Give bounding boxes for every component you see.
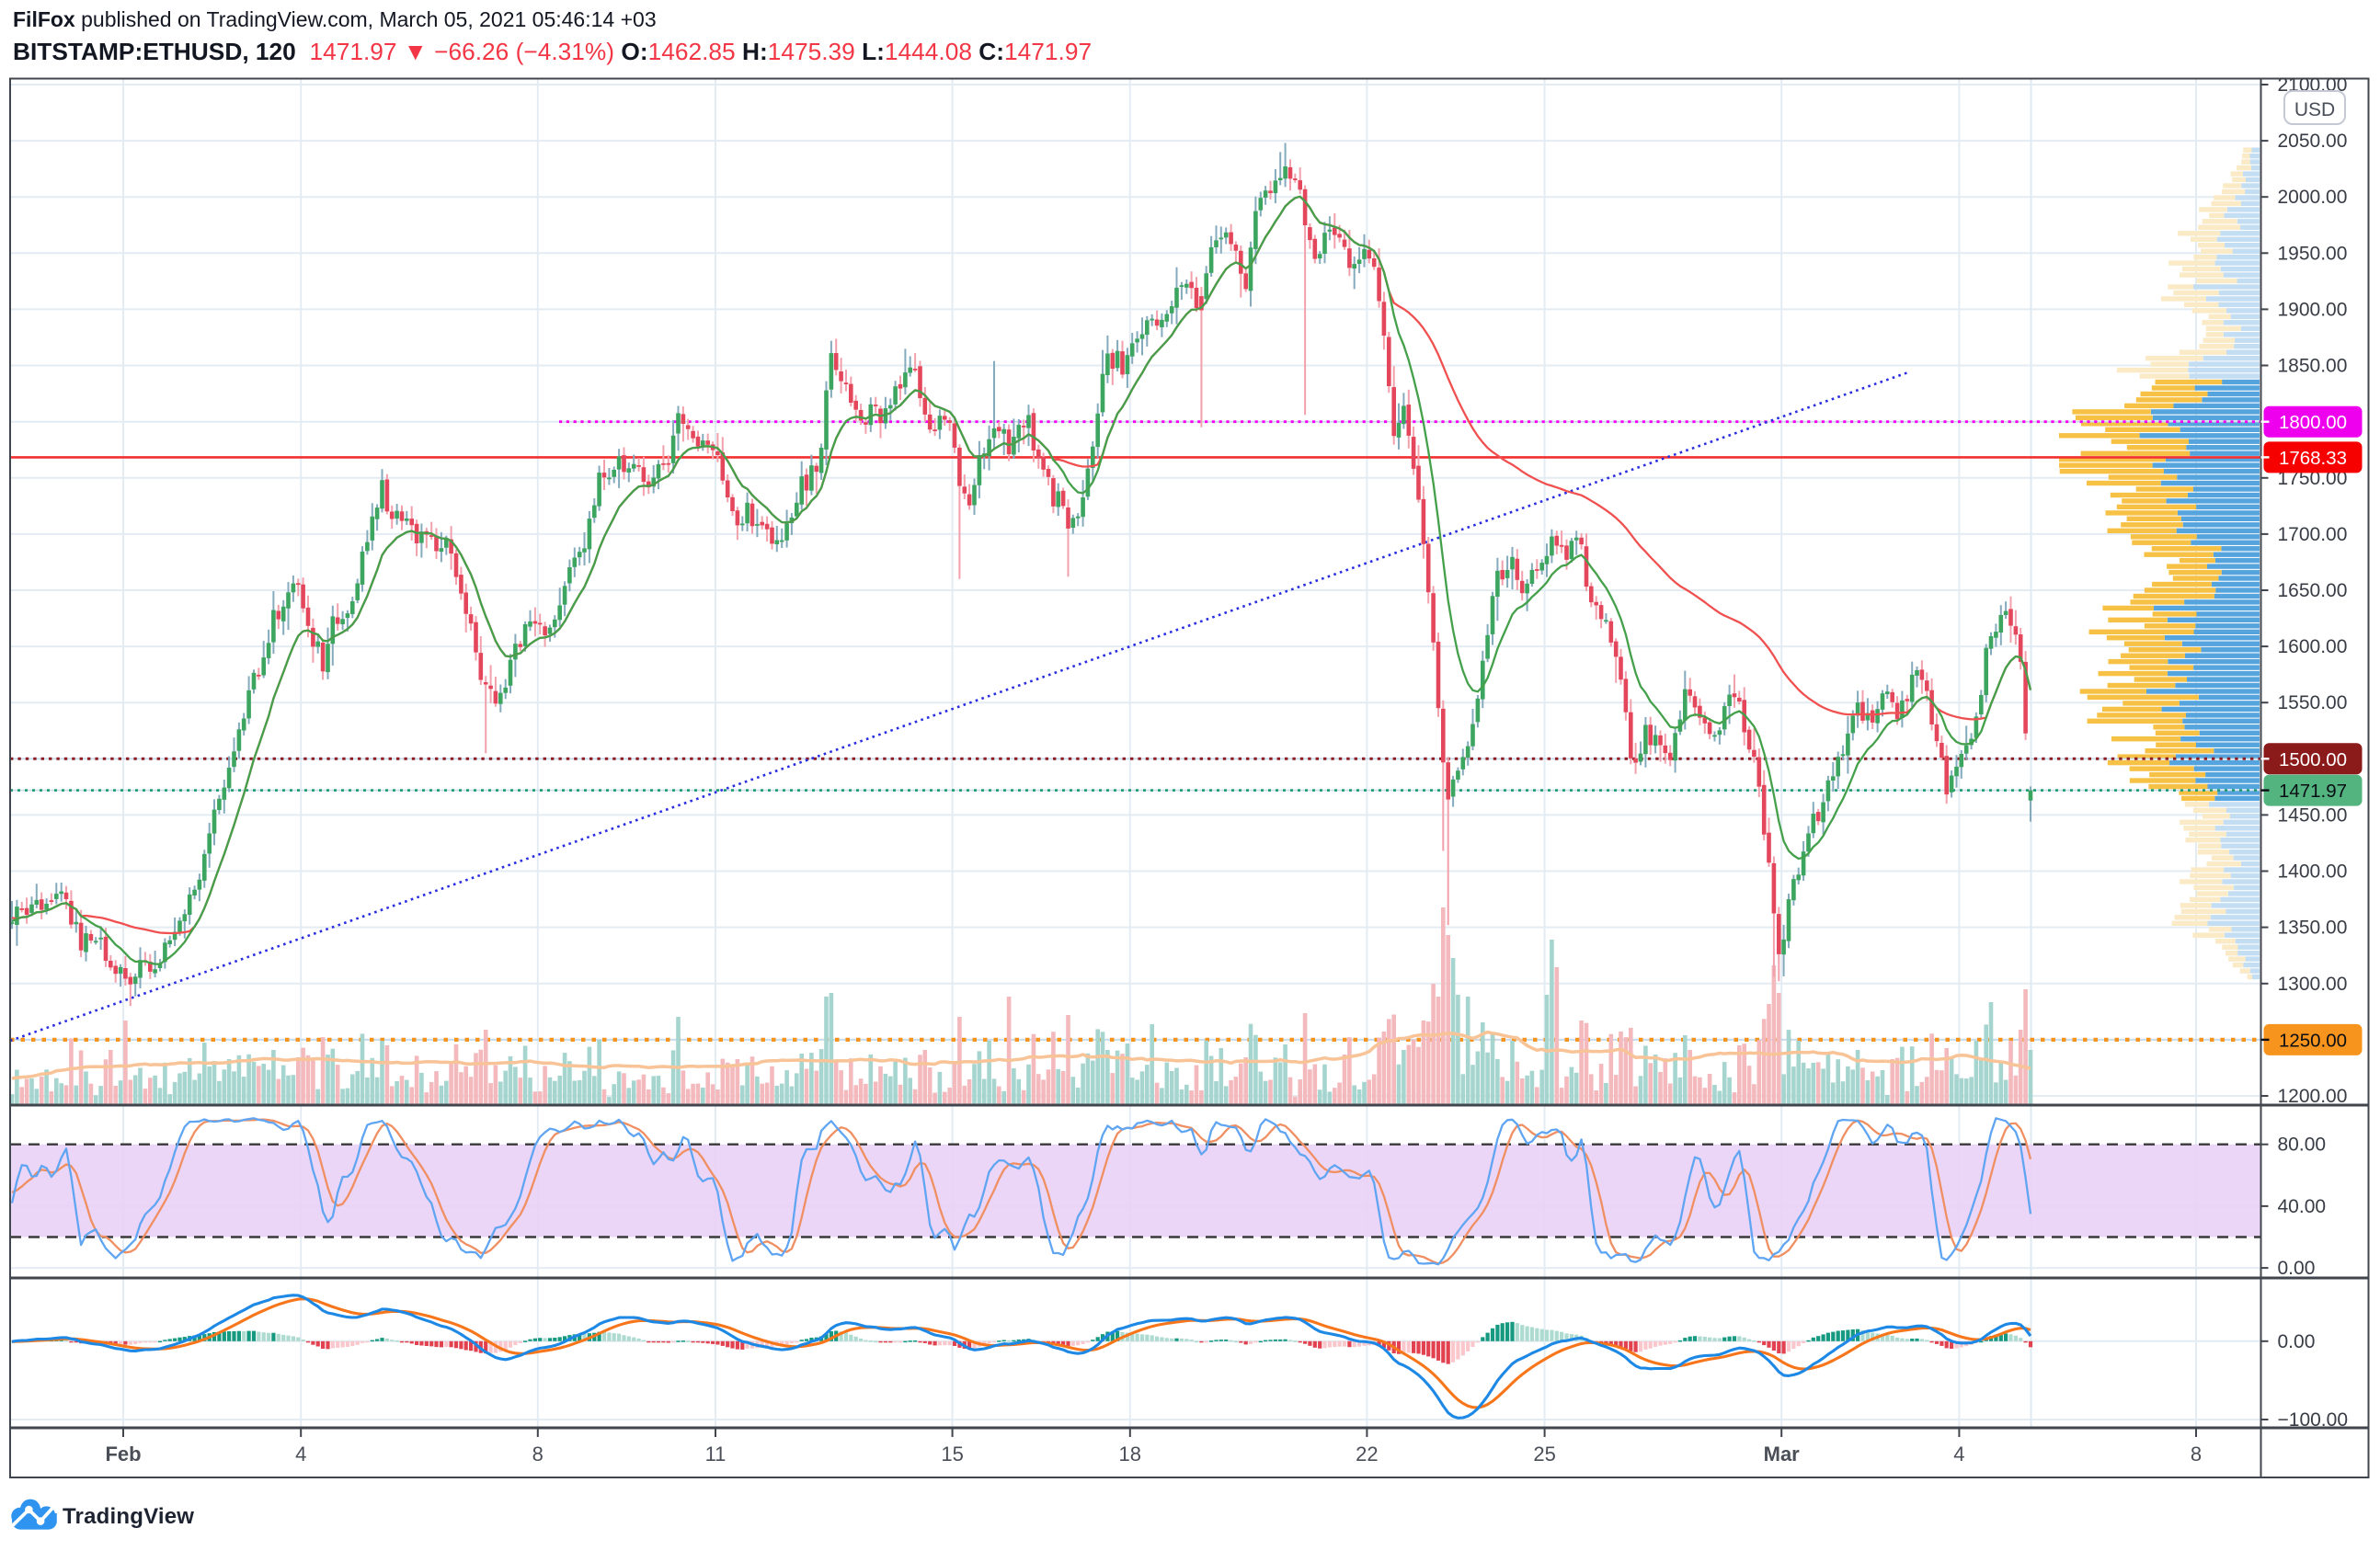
svg-text:1600.00: 1600.00: [2278, 636, 2348, 657]
svg-text:2000.00: 2000.00: [2278, 187, 2348, 208]
svg-text:1900.00: 1900.00: [2278, 299, 2348, 320]
svg-text:22: 22: [1356, 1443, 1378, 1465]
svg-text:0.00: 0.00: [2278, 1331, 2316, 1352]
svg-text:1700.00: 1700.00: [2278, 524, 2348, 545]
svg-text:Feb: Feb: [105, 1443, 141, 1465]
svg-text:1950.00: 1950.00: [2278, 243, 2348, 264]
svg-text:−100.00: −100.00: [2278, 1409, 2349, 1431]
svg-text:11: 11: [705, 1443, 727, 1465]
svg-text:4: 4: [1953, 1443, 1964, 1465]
svg-text:1350.00: 1350.00: [2278, 918, 2348, 939]
svg-text:2050.00: 2050.00: [2278, 131, 2348, 152]
svg-text:1471.97: 1471.97: [2279, 781, 2347, 802]
svg-text:1400.00: 1400.00: [2278, 861, 2348, 883]
svg-text:USD: USD: [2294, 99, 2335, 120]
svg-text:1550.00: 1550.00: [2278, 692, 2348, 713]
svg-text:8: 8: [2191, 1443, 2202, 1465]
svg-text:80.00: 80.00: [2278, 1135, 2327, 1156]
svg-text:1500.00: 1500.00: [2279, 749, 2347, 770]
svg-text:1750.00: 1750.00: [2278, 468, 2348, 489]
svg-text:TradingView: TradingView: [63, 1504, 194, 1529]
svg-text:1650.00: 1650.00: [2278, 580, 2348, 601]
svg-text:1250.00: 1250.00: [2279, 1030, 2347, 1051]
svg-text:8: 8: [532, 1443, 544, 1465]
svg-text:1850.00: 1850.00: [2278, 356, 2348, 377]
svg-text:0.00: 0.00: [2278, 1258, 2316, 1279]
svg-text:40.00: 40.00: [2278, 1196, 2327, 1217]
svg-text:1450.00: 1450.00: [2278, 804, 2348, 826]
svg-text:15: 15: [941, 1443, 963, 1465]
svg-text:18: 18: [1119, 1443, 1141, 1465]
svg-text:25: 25: [1533, 1443, 1555, 1465]
svg-text:1300.00: 1300.00: [2278, 974, 2348, 995]
svg-text:1200.00: 1200.00: [2278, 1086, 2348, 1107]
svg-text:Mar: Mar: [1764, 1443, 1801, 1465]
svg-text:4: 4: [295, 1443, 306, 1465]
svg-text:1768.33: 1768.33: [2279, 448, 2347, 469]
svg-text:1800.00: 1800.00: [2279, 412, 2347, 433]
